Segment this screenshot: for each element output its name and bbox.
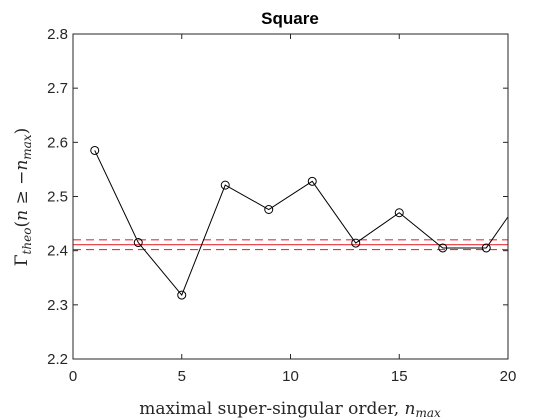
- x-tick-label: 5: [178, 368, 186, 385]
- x-tick-label: 10: [282, 368, 299, 385]
- y-tick-label: 2.4: [47, 243, 68, 260]
- data-point: [264, 205, 274, 214]
- x-tick-label: 15: [391, 368, 408, 385]
- y-tick-label: 2.7: [47, 80, 68, 97]
- data-point: [177, 290, 187, 300]
- data-point: [438, 243, 448, 253]
- x-tick-label: 0: [69, 368, 77, 385]
- series-line-0: [94, 150, 508, 297]
- data-point: [307, 176, 317, 186]
- axis-ticks: 0 5 10 15 20 2.2 2.3 2.4 2.5 2.6 2.7 2.8: [47, 26, 516, 385]
- data-point: [351, 238, 361, 248]
- y-axis-label: Γtheo(n ≥ −nmax): [12, 128, 34, 266]
- y-tick-label: 2.5: [47, 189, 68, 206]
- plot-background: [73, 34, 508, 359]
- data-point: [133, 238, 143, 248]
- y-tick-label: 2.2: [47, 351, 68, 368]
- data-point: [220, 180, 230, 190]
- series-layer: [90, 145, 508, 300]
- data-point: [394, 208, 404, 218]
- reference-lines: [73, 239, 508, 251]
- data-point: [481, 243, 491, 253]
- chart-title: Square: [261, 9, 319, 28]
- y-tick-label: 2.3: [47, 297, 68, 314]
- y-tick-label: 2.8: [47, 26, 68, 43]
- data-point: [90, 145, 100, 155]
- y-tick-label: 2.6: [47, 134, 68, 151]
- x-axis-label: maximal super-singular order, nmax: [139, 399, 441, 420]
- x-tick-label: 20: [500, 368, 517, 385]
